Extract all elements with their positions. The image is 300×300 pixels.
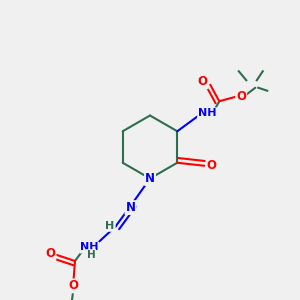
- Text: O: O: [207, 159, 217, 172]
- Text: N: N: [125, 201, 136, 214]
- Text: N: N: [145, 172, 155, 185]
- Text: O: O: [198, 75, 208, 88]
- Text: H: H: [86, 250, 95, 260]
- Text: O: O: [68, 279, 79, 292]
- Text: O: O: [45, 247, 56, 260]
- Text: O: O: [236, 90, 246, 103]
- Text: NH: NH: [80, 242, 99, 253]
- Text: NH: NH: [198, 108, 217, 118]
- Text: H: H: [106, 221, 115, 231]
